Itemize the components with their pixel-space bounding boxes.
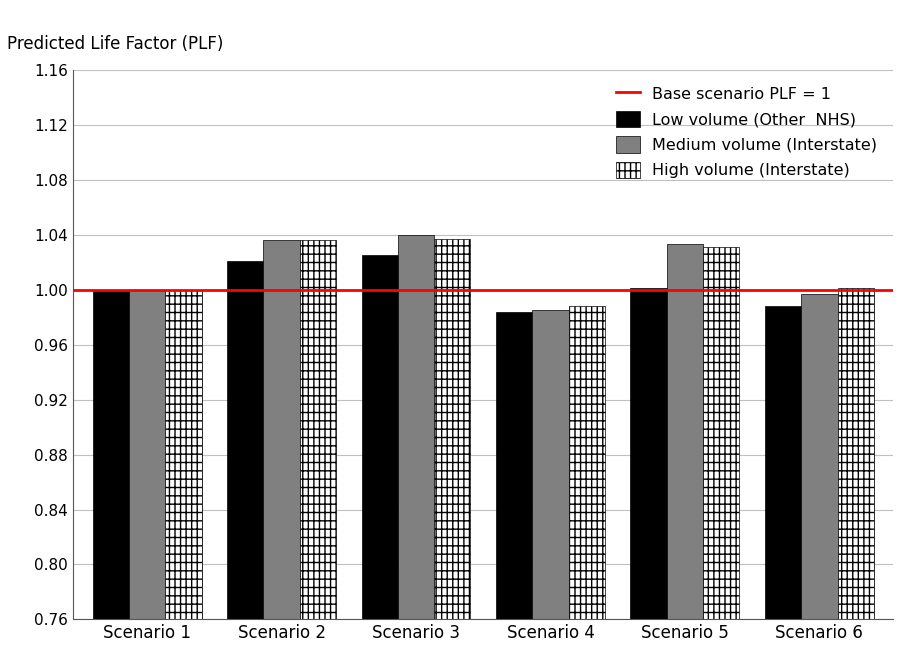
Bar — [532, 310, 569, 659]
Bar — [703, 247, 739, 659]
Bar — [434, 239, 470, 659]
Bar — [837, 288, 874, 659]
Bar — [801, 294, 837, 659]
Bar — [263, 240, 299, 659]
Bar — [228, 261, 263, 659]
Bar — [765, 306, 801, 659]
Bar — [398, 235, 434, 659]
Bar — [496, 312, 532, 659]
Bar — [667, 244, 703, 659]
Bar — [569, 306, 605, 659]
Text: Predicted Life Factor (PLF): Predicted Life Factor (PLF) — [7, 35, 224, 53]
Bar — [299, 240, 336, 659]
Bar — [129, 289, 166, 659]
Bar — [166, 289, 201, 659]
Bar — [93, 289, 129, 659]
Legend: Base scenario PLF = 1, Low volume (Other  NHS), Medium volume (Interstate), High: Base scenario PLF = 1, Low volume (Other… — [608, 78, 885, 186]
Bar — [631, 288, 667, 659]
Bar — [361, 255, 398, 659]
